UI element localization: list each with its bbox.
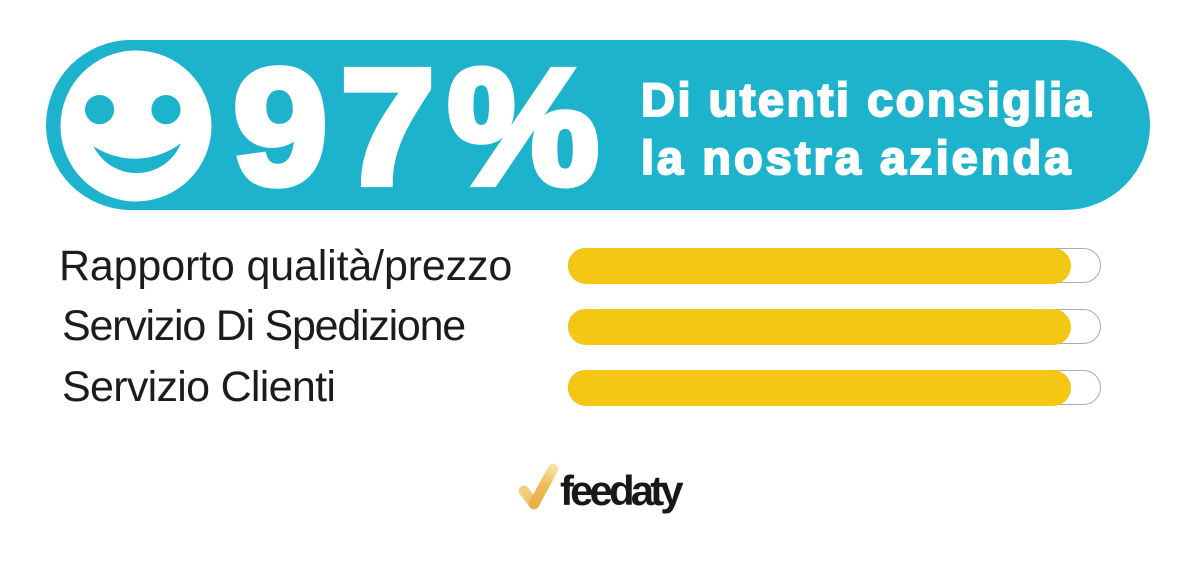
svg-text:feedaty: feedaty (560, 467, 684, 514)
